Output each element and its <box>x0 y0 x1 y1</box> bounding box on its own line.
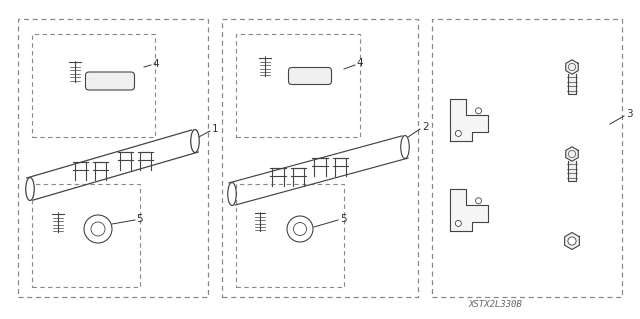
FancyBboxPatch shape <box>289 68 332 85</box>
Bar <box>432 19 622 297</box>
Bar <box>568 74 576 94</box>
Circle shape <box>294 222 307 235</box>
Circle shape <box>287 216 313 242</box>
Polygon shape <box>566 147 578 161</box>
Text: 4: 4 <box>356 58 363 68</box>
Circle shape <box>84 215 112 243</box>
Ellipse shape <box>228 182 236 205</box>
Text: 2: 2 <box>422 122 429 132</box>
Circle shape <box>456 130 461 137</box>
Text: 5: 5 <box>340 214 347 224</box>
Circle shape <box>568 150 575 158</box>
Circle shape <box>568 237 576 245</box>
Text: 3: 3 <box>626 109 632 119</box>
Text: 1: 1 <box>212 124 219 134</box>
Circle shape <box>568 63 575 70</box>
Text: 5: 5 <box>136 214 143 224</box>
Bar <box>18 19 208 297</box>
Circle shape <box>91 222 105 236</box>
Text: XSTX2L330B: XSTX2L330B <box>468 300 522 309</box>
Polygon shape <box>566 60 578 74</box>
Ellipse shape <box>26 177 35 201</box>
Ellipse shape <box>191 130 199 152</box>
Polygon shape <box>450 189 488 231</box>
FancyBboxPatch shape <box>86 72 134 90</box>
Bar <box>568 161 576 181</box>
Text: 4: 4 <box>152 59 159 69</box>
Bar <box>222 19 418 297</box>
Ellipse shape <box>401 136 409 159</box>
Circle shape <box>476 108 481 114</box>
Polygon shape <box>450 99 488 141</box>
Circle shape <box>456 220 461 226</box>
Bar <box>32 34 155 137</box>
Bar <box>236 34 360 137</box>
Polygon shape <box>564 233 579 249</box>
Circle shape <box>476 198 481 204</box>
Bar <box>32 184 140 287</box>
Bar <box>236 184 344 287</box>
